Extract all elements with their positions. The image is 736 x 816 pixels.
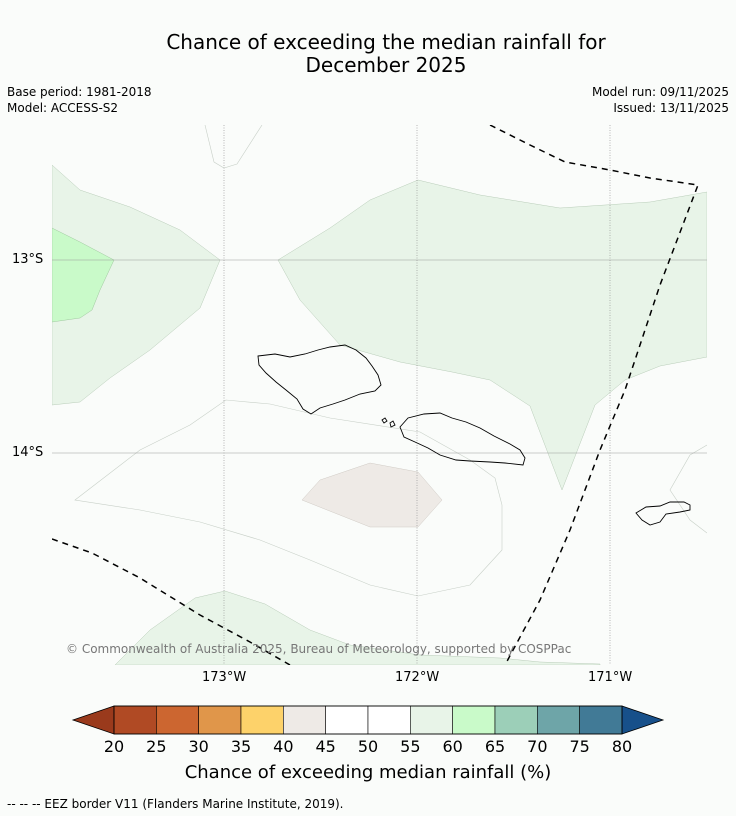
manono-island xyxy=(381,417,396,428)
colorbar-over-arrow xyxy=(621,705,665,735)
colorbar-under-arrow xyxy=(71,705,115,735)
savaii-island xyxy=(257,344,382,415)
zone-60-65 xyxy=(52,227,115,323)
lat-label-13s: 13°S xyxy=(12,252,44,267)
colorbar-tick-label: 55 xyxy=(400,737,421,756)
colorbar-swatch xyxy=(367,705,411,735)
upolu-island xyxy=(399,412,526,466)
meta-right: Model run: 09/11/2025 Issued: 13/11/2025 xyxy=(592,84,729,116)
colorbar-swatch xyxy=(198,705,242,735)
colorbar-swatch xyxy=(283,705,326,735)
colorbar-tick-label: 60 xyxy=(442,737,463,756)
eez-legend-note: -- -- -- EEZ border V11 (Flanders Marine… xyxy=(7,797,344,811)
title-line-2: December 2025 xyxy=(305,53,467,77)
colorbar-swatch xyxy=(410,705,453,735)
zone-55-60-left xyxy=(52,164,221,406)
colorbar-title: Chance of exceeding median rainfall (%) xyxy=(184,762,552,783)
colorbar-tick-label: 35 xyxy=(230,737,252,756)
colorbar-swatch xyxy=(113,705,157,735)
colorbar-tick-label: 80 xyxy=(611,737,633,756)
colorbar-swatch xyxy=(494,705,538,735)
colorbar-swatch xyxy=(452,705,496,735)
eez-border-bottom xyxy=(52,538,291,665)
colorbar-swatch xyxy=(156,705,199,735)
meta-left: Base period: 1981-2018 Model: ACCESS-S2 xyxy=(7,84,152,116)
colorbar-frame xyxy=(113,705,623,735)
colorbar-tick-label: 75 xyxy=(569,737,590,756)
lon-label-173w: 173°W xyxy=(202,670,247,685)
colorbar-tick-label: 30 xyxy=(188,737,209,756)
copyright-notice: © Commonwealth of Australia 2025, Bureau… xyxy=(66,642,572,656)
contour-white xyxy=(74,399,503,597)
zone-40-45 xyxy=(301,462,443,528)
colorbar-swatch xyxy=(537,705,580,735)
eez-border-top xyxy=(489,125,700,665)
lat-label-14s: 14°S xyxy=(12,445,44,460)
colorbar-swatch xyxy=(325,705,369,735)
colorbar-tick-label: 40 xyxy=(273,737,294,756)
tutuila-island xyxy=(635,501,691,526)
colorbar-tick-label: 20 xyxy=(103,737,125,756)
colorbar-tick-label: 45 xyxy=(315,737,336,756)
colorbar-tick-label: 70 xyxy=(527,737,548,756)
colorbar-tick-label: 65 xyxy=(484,737,506,756)
model-name: Model: ACCESS-S2 xyxy=(7,101,119,115)
zone-55-60-bottom xyxy=(114,590,601,665)
colorbar-tick-label: 25 xyxy=(146,737,167,756)
chart-title: Chance of exceeding the median rainfall … xyxy=(0,31,736,77)
issued-date: Issued: 13/11/2025 xyxy=(613,101,729,115)
colorbar-swatch xyxy=(579,705,623,735)
base-period: Base period: 1981-2018 xyxy=(7,85,152,99)
lon-label-172w: 172°W xyxy=(395,670,440,685)
title-line-1: Chance of exceeding the median rainfall … xyxy=(166,30,606,54)
model-run: Model run: 09/11/2025 xyxy=(591,85,729,99)
lon-label-171w: 171°W xyxy=(588,670,633,685)
contour-right xyxy=(669,444,707,534)
zone-55-60-upper xyxy=(277,179,707,491)
colorbar-tick-label: 50 xyxy=(357,737,379,756)
colorbar-swatch xyxy=(240,705,284,735)
